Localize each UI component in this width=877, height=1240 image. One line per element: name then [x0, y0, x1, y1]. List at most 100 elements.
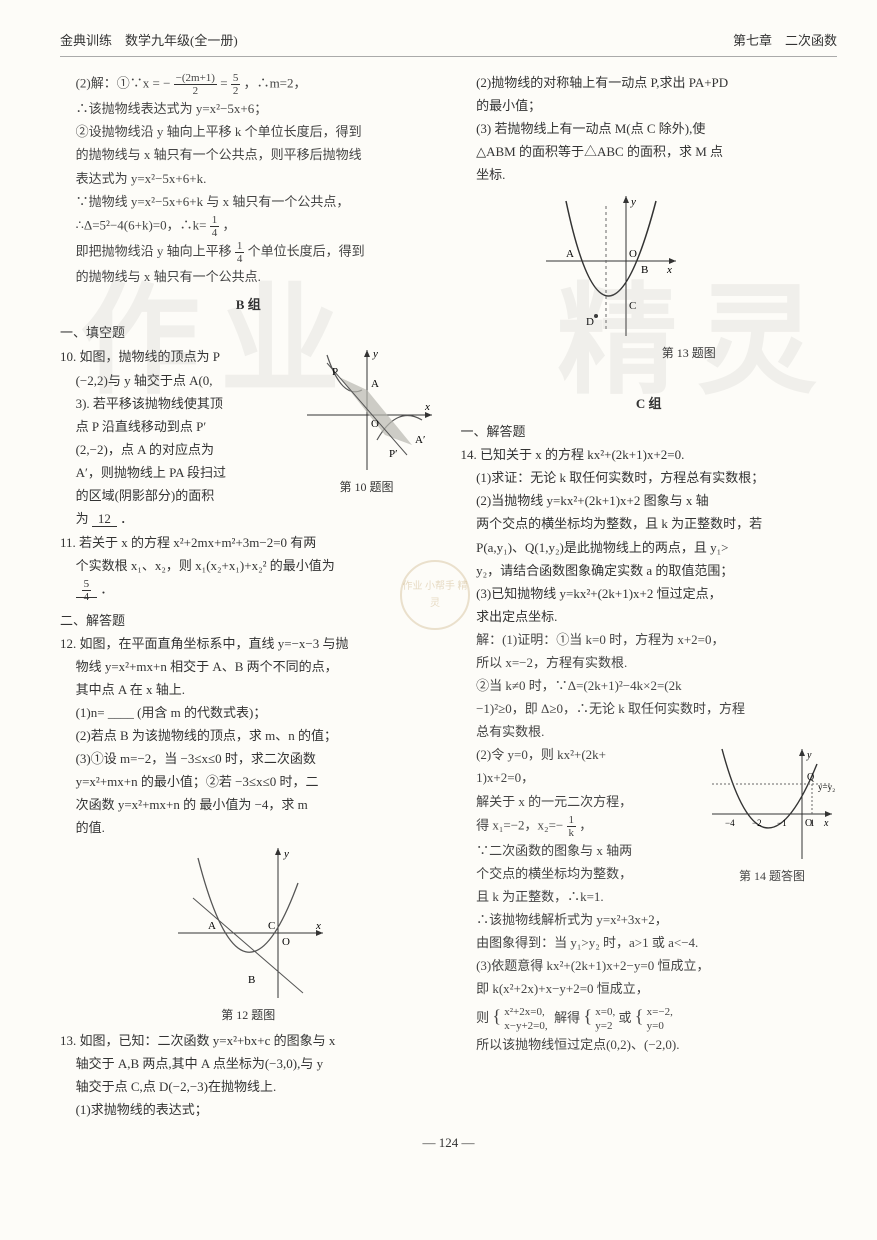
text: 表达式为 y=x²−5x+6+k.: [76, 168, 437, 190]
group-c-label: C 组: [461, 393, 838, 415]
svg-text:y: y: [283, 848, 289, 860]
text: (2)当抛物线 y=kx²+(2k+1)x+2 图象与 x 轴: [461, 490, 838, 512]
text: 的最小值；: [461, 95, 838, 117]
text: ，: [579, 817, 592, 832]
fraction: 52: [231, 72, 241, 97]
q13-caption: 第 13 题图: [541, 343, 838, 363]
q12: 12. 如图，在平面直角坐标系中，直线 y=−x−3 与抛 物线 y=x²+mx…: [60, 633, 437, 1026]
svg-text:C: C: [268, 920, 275, 932]
page: 作业 精灵 作业 小帮手 精灵 金典训练 数学九年级(全一册) 第七章 二次函数…: [0, 0, 877, 1240]
svg-text:x: x: [666, 264, 672, 276]
text: ②设抛物线沿 y 轴向上平移 k 个单位长度后，得到: [76, 121, 437, 143]
q2-solution: (2)解：①∵x = − −(2m+1)2 = 52 ，∴m=2， ∴该抛物线表…: [60, 72, 437, 288]
text: −1)²≥0，即 Δ≥0，∴无论 k 取任何实数时，方程: [476, 698, 837, 720]
svg-text:−1: −1: [777, 818, 787, 828]
svg-text:A′: A′: [415, 434, 425, 446]
section-fill-blank: 一、填空题: [60, 322, 437, 344]
text: 为 12 ．: [60, 508, 437, 530]
text: ∵抛物线 y=x²−5x+6+k 与 x 轴只有一个公共点，: [76, 191, 437, 213]
text: (2)解：①∵x = −: [76, 76, 171, 91]
q13-figure: A O B C D x y 第 13 题图: [541, 191, 838, 363]
group-b-label: B 组: [60, 294, 437, 316]
text: 求出定点坐标.: [461, 606, 838, 628]
text: 的抛物线与 x 轴只有一个公共点.: [76, 266, 437, 288]
header-left: 金典训练 数学九年级(全一册): [60, 30, 238, 52]
svg-text:C: C: [629, 300, 636, 312]
text: 次函数 y=x²+mx+n 的 最小值为 −4，求 m: [60, 794, 437, 816]
text: (3) 若抛物线上有一动点 M(点 C 除外),使: [461, 118, 838, 140]
svg-text:x: x: [424, 401, 430, 413]
fraction: 1k: [567, 814, 577, 839]
text: =: [220, 76, 231, 91]
text: (1)求证：无论 k 取任何实数时，方程总有实数根；: [461, 467, 838, 489]
text: 由图象得到：当 y₁>y₂ 时，a>1 或 a<−4.: [476, 932, 837, 954]
q11: 11. 若关于 x 的方程 x²+2mx+m²+3m−2=0 有两 个实数根 x…: [60, 532, 437, 603]
q12-graph: A B C O x y: [168, 843, 328, 1003]
text: 坐标.: [461, 164, 838, 186]
q11-answer: 54 ．: [60, 578, 437, 603]
svg-text:O: O: [371, 418, 379, 430]
text: ∴该抛物线表达式为 y=x²−5x+6；: [76, 98, 437, 120]
fraction: 14: [210, 214, 220, 239]
svg-text:P: P: [332, 366, 338, 378]
columns: (2)解：①∵x = − −(2m+1)2 = 52 ，∴m=2， ∴该抛物线表…: [60, 71, 837, 1122]
text: 轴交于点 C,点 D(−2,−3)在抛物线上.: [60, 1076, 437, 1098]
svg-text:y: y: [630, 196, 636, 208]
svg-text:O: O: [282, 936, 290, 948]
text: 且 k 为正整数，∴k=1.: [476, 886, 837, 908]
q10-caption: 第 10 题图: [297, 477, 437, 497]
header-right: 第七章 二次函数: [733, 30, 837, 52]
q13-graph: A O B C D x y: [541, 191, 681, 341]
svg-text:1: 1: [810, 818, 815, 828]
text: 得 x₁=−2，x₂=−: [476, 817, 563, 832]
text: y₂，请结合函数图象确定实数 a 的取值范围；: [461, 560, 838, 582]
svg-text:A: A: [371, 378, 379, 390]
text: (3)①设 m=−2，当 −3≤x≤0 时，求二次函数: [60, 748, 437, 770]
q14-caption: 第 14 题答图: [707, 866, 837, 886]
text: 所以 x=−2，方程有实数根.: [476, 652, 837, 674]
q10: P A O P′ A′ x y 第 10 题图 10. 如图，抛物线的顶点为 P…: [60, 345, 437, 531]
text: 其中点 A 在 x 轴上.: [60, 679, 437, 701]
svg-text:P′: P′: [389, 448, 398, 460]
text: △ABM 的面积等于△ABC 的面积，求 M 点: [461, 141, 838, 163]
page-header: 金典训练 数学九年级(全一册) 第七章 二次函数: [60, 30, 837, 57]
text: 即 k(x²+2x)+x−y+2=0 恒成立，: [476, 978, 837, 1000]
svg-text:Q: Q: [807, 772, 815, 783]
text: ，: [222, 217, 235, 232]
text: (2)抛物线的对称轴上有一动点 P,求出 PA+PD: [461, 72, 838, 94]
q14-solution: 解：(1)证明：①当 k=0 时，方程为 x+2=0， 所以 x=−2，方程有实…: [461, 629, 838, 1056]
svg-text:B: B: [248, 974, 255, 986]
section-solve-c: 一、解答题: [461, 421, 838, 443]
text: 轴交于 A,B 两点,其中 A 点坐标为(−3,0),与 y: [60, 1053, 437, 1075]
text: ∴Δ=5²−4(6+k)=0，∴k=: [76, 217, 210, 232]
svg-text:A: A: [208, 920, 216, 932]
q10-graph: P A O P′ A′ x y: [297, 345, 437, 475]
fraction: −(2m+1)2: [174, 72, 217, 97]
svg-text:x: x: [823, 818, 829, 829]
q14-graph: O Q x y y=y₂ −4 −2 −1 1: [707, 744, 837, 864]
page-number: — 124 —: [60, 1132, 837, 1154]
text: (3)依题意得 kx²+(2k+1)x+2−y=0 恒成立，: [476, 955, 837, 977]
svg-text:y=y₂: y=y₂: [818, 782, 835, 792]
text: 13. 如图，已知：二次函数 y=x²+bx+c 的图象与 x: [60, 1030, 437, 1052]
text: 的值.: [60, 817, 437, 839]
text: ∴该抛物线解析式为 y=x²+3x+2，: [476, 909, 837, 931]
text: (1)n= ____ (用含 m 的代数式表)；: [60, 702, 437, 724]
q14-system: 则 { x²+2x=0, x−y+2=0, 解得 { x=0, y=2 或: [476, 1001, 837, 1032]
svg-text:O: O: [629, 248, 637, 260]
text: (1)求抛物线的表达式；: [60, 1099, 437, 1121]
section-solve: 二、解答题: [60, 610, 437, 632]
q14-figure: O Q x y y=y₂ −4 −2 −1 1 第 14 题答图: [707, 744, 837, 886]
text: 14. 已知关于 x 的方程 kx²+(2k+1)x+2=0.: [461, 444, 838, 466]
svg-text:D: D: [586, 316, 594, 328]
q10-figure: P A O P′ A′ x y 第 10 题图: [297, 345, 437, 497]
q13-continued: (2)抛物线的对称轴上有一动点 P,求出 PA+PD 的最小值； (3) 若抛物…: [461, 72, 838, 363]
text: ②当 k≠0 时，∵Δ=(2k+1)²−4k×2=(2k: [476, 675, 837, 697]
text: 解：(1)证明：①当 k=0 时，方程为 x+2=0，: [476, 629, 837, 651]
q12-caption: 第 12 题图: [60, 1005, 437, 1025]
text: P(a,y₁)、Q(1,y₂)是此抛物线上的两点，且 y₁>: [461, 537, 838, 559]
fraction: 14: [235, 240, 245, 265]
svg-text:−4: −4: [725, 818, 735, 828]
svg-text:y: y: [806, 750, 812, 761]
svg-text:−2: −2: [752, 818, 762, 828]
